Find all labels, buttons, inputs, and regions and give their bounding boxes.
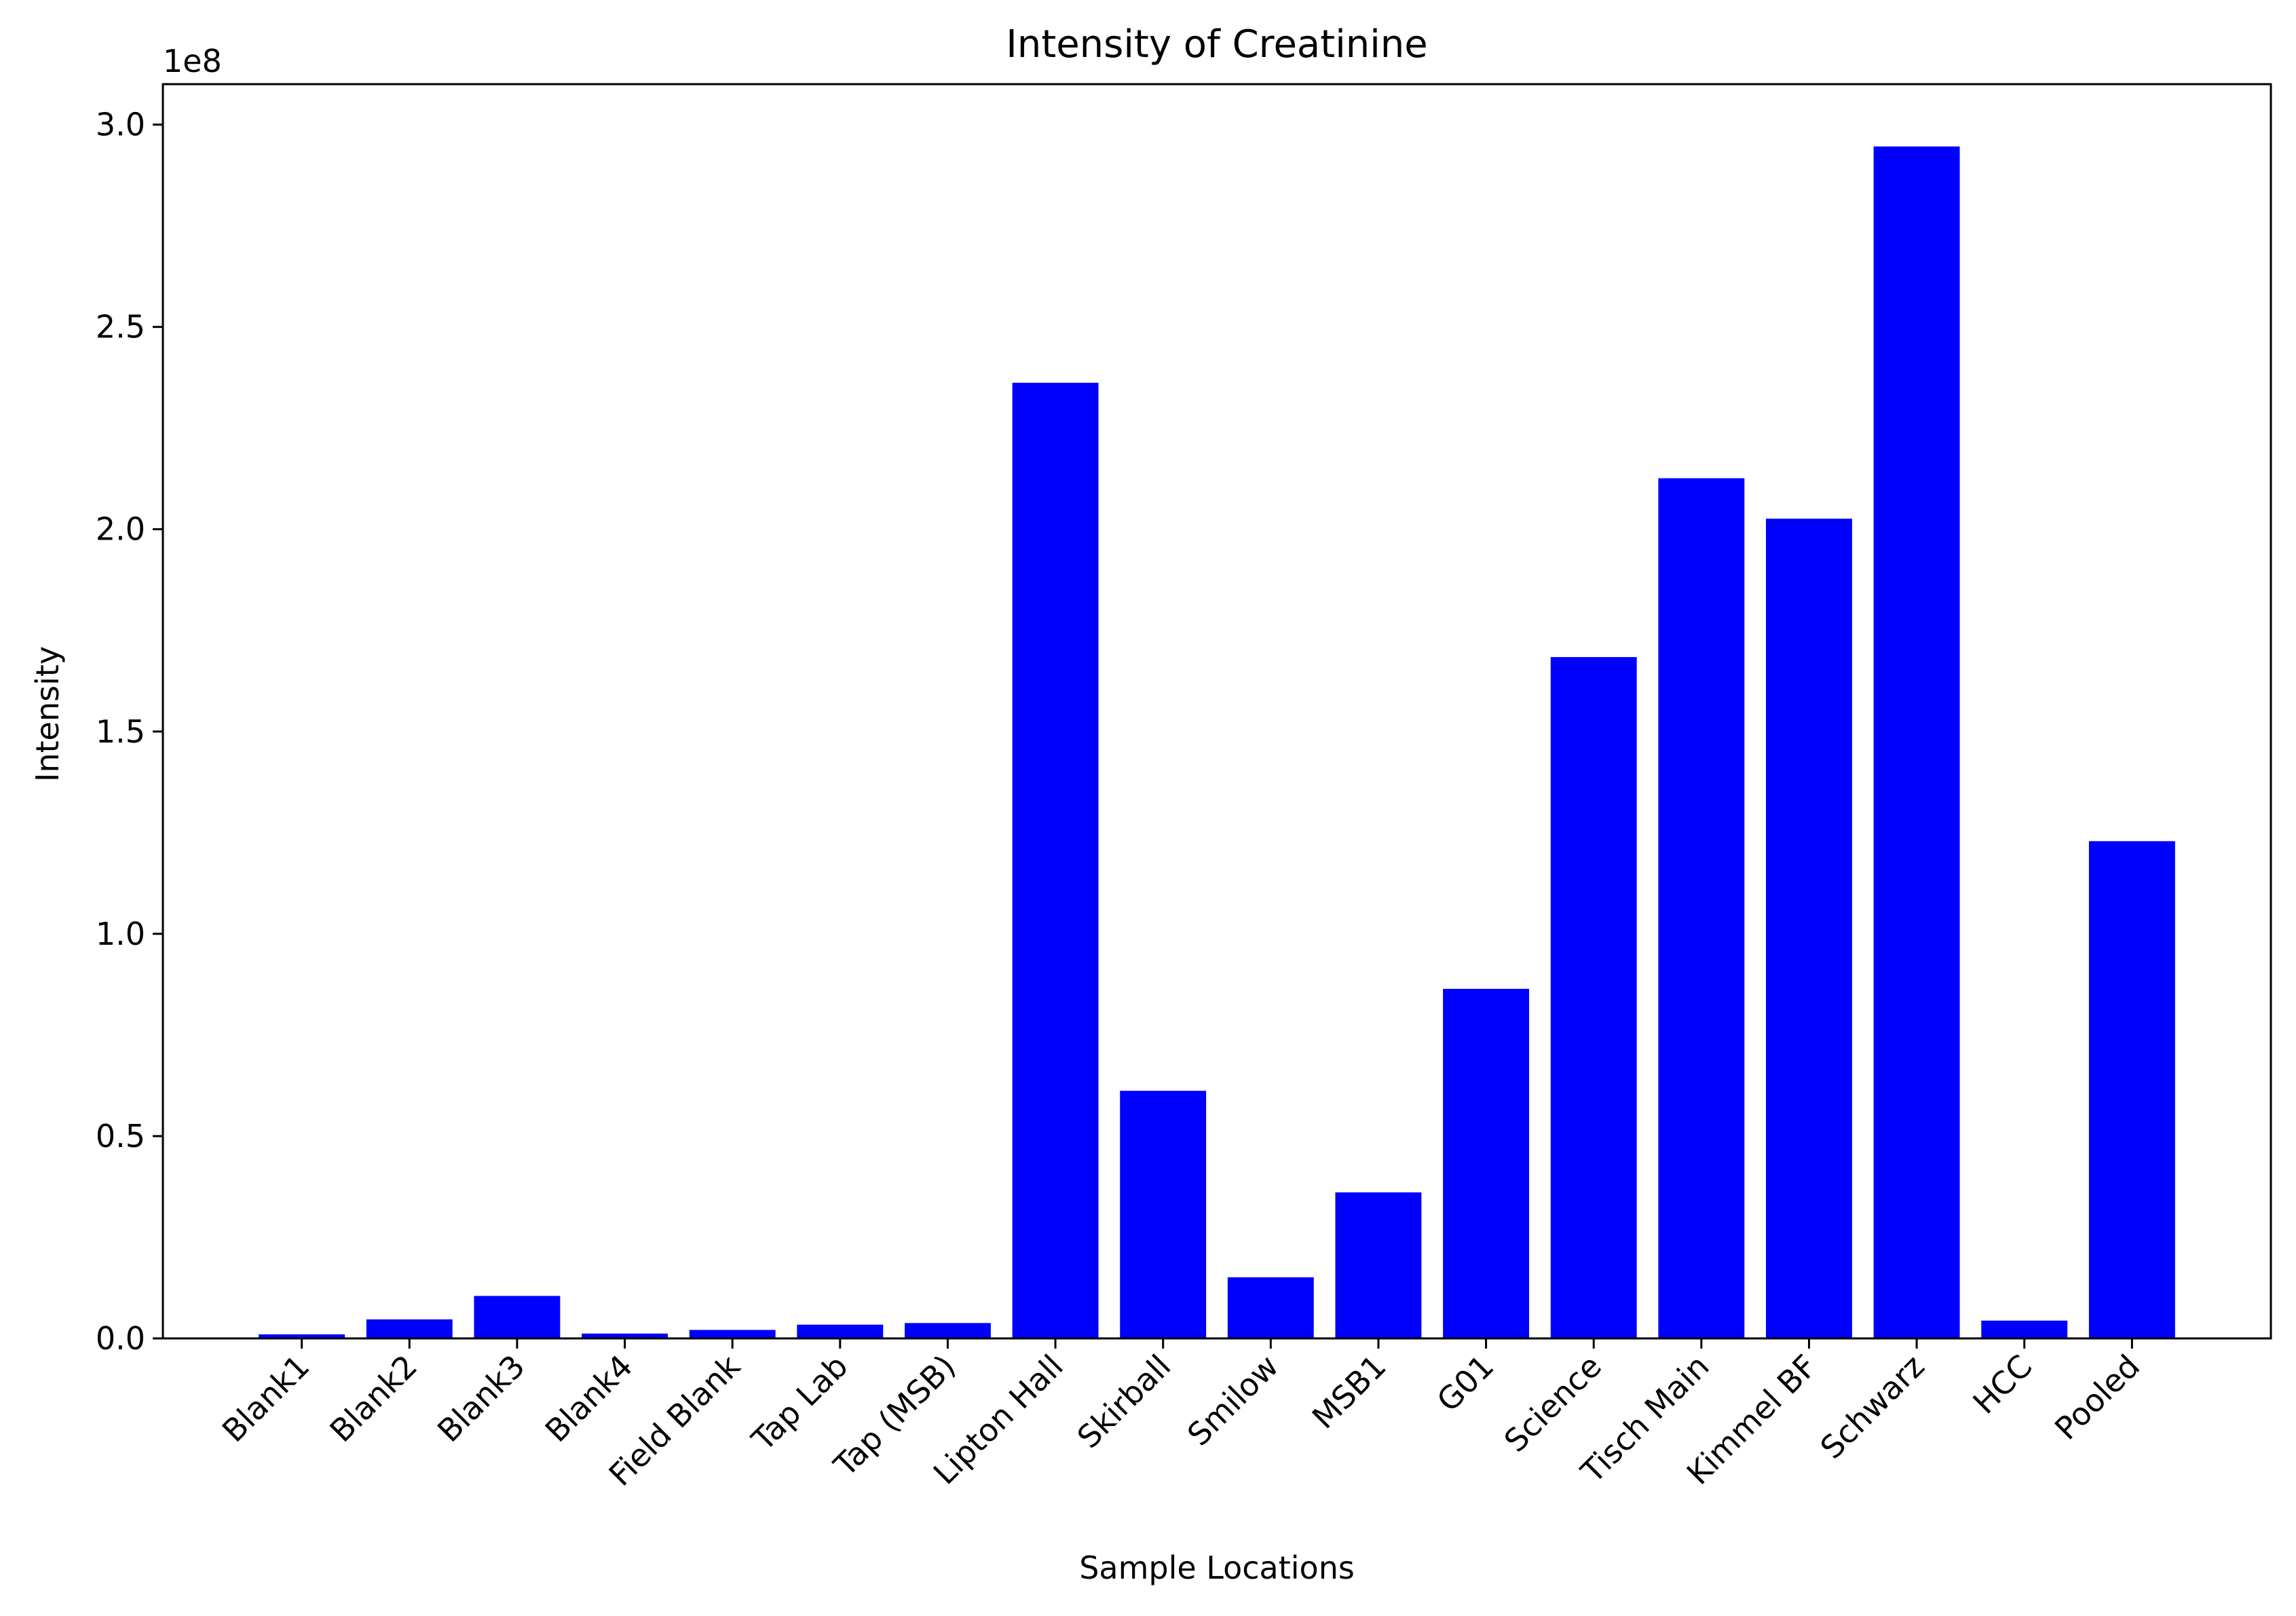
bar-blank4 [582,1333,668,1338]
x-axis-label: Sample Locations [1079,1549,1355,1586]
x-tick-label: MSB1 [1305,1348,1393,1436]
bar-smilow [1227,1277,1314,1338]
bar-tisch-main [1658,478,1745,1338]
y-tick-label: 0.0 [96,1320,145,1357]
x-tick-label: Schwarz [1813,1348,1932,1466]
x-tick-label: Science [1497,1348,1608,1459]
x-tick-label: Smilow [1180,1348,1285,1453]
x-tick-label: Blank1 [215,1348,317,1450]
x-tick-label: Blank3 [430,1348,532,1450]
x-tick-label: HCC [1965,1348,2039,1421]
x-tick-label: Tap Lab [745,1348,855,1459]
y-ticks: 0.0 0.5 1.0 1.5 2.0 2.5 3.0 [96,107,163,1357]
chart-title: Intensity of Creatinine [1006,22,1428,67]
bar-blank3 [474,1296,561,1338]
bar-tap-lab [797,1324,884,1338]
bar-schwarz [1873,146,1960,1338]
x-tick-label: Blank4 [538,1348,640,1450]
bar-skirball [1120,1091,1207,1338]
x-tick-label: Pooled [2048,1348,2147,1447]
plot-frame [162,83,2272,1340]
y-axis-offset-label: 1e8 [163,43,222,79]
x-tick-label: Blank2 [322,1348,424,1450]
bar-g01 [1443,988,1530,1338]
bar-msb1 [1335,1192,1422,1338]
bar-tap-msb [904,1323,991,1338]
bar-kimmel-bf [1766,519,1852,1338]
bar-lipton-hall [1012,382,1099,1339]
bar-pooled [2088,841,2175,1338]
y-tick-label: 2.5 [96,309,145,345]
y-axis-label: Intensity [29,646,66,782]
y-tick-label: 2.0 [96,511,145,548]
bars-layer [259,146,2175,1339]
bar-hcc [1981,1320,2068,1338]
x-tick-label: G01 [1430,1348,1501,1419]
bar-blank2 [366,1319,453,1338]
y-tick-label: 1.0 [96,916,145,952]
bar-science [1550,657,1637,1338]
bar-field-blank [689,1330,776,1338]
y-tick-label: 0.5 [96,1118,145,1154]
bar-blank1 [259,1334,345,1338]
y-tick-label: 3.0 [96,107,145,143]
y-tick-label: 1.5 [96,713,145,750]
x-tick-label: Skirball [1070,1348,1178,1456]
